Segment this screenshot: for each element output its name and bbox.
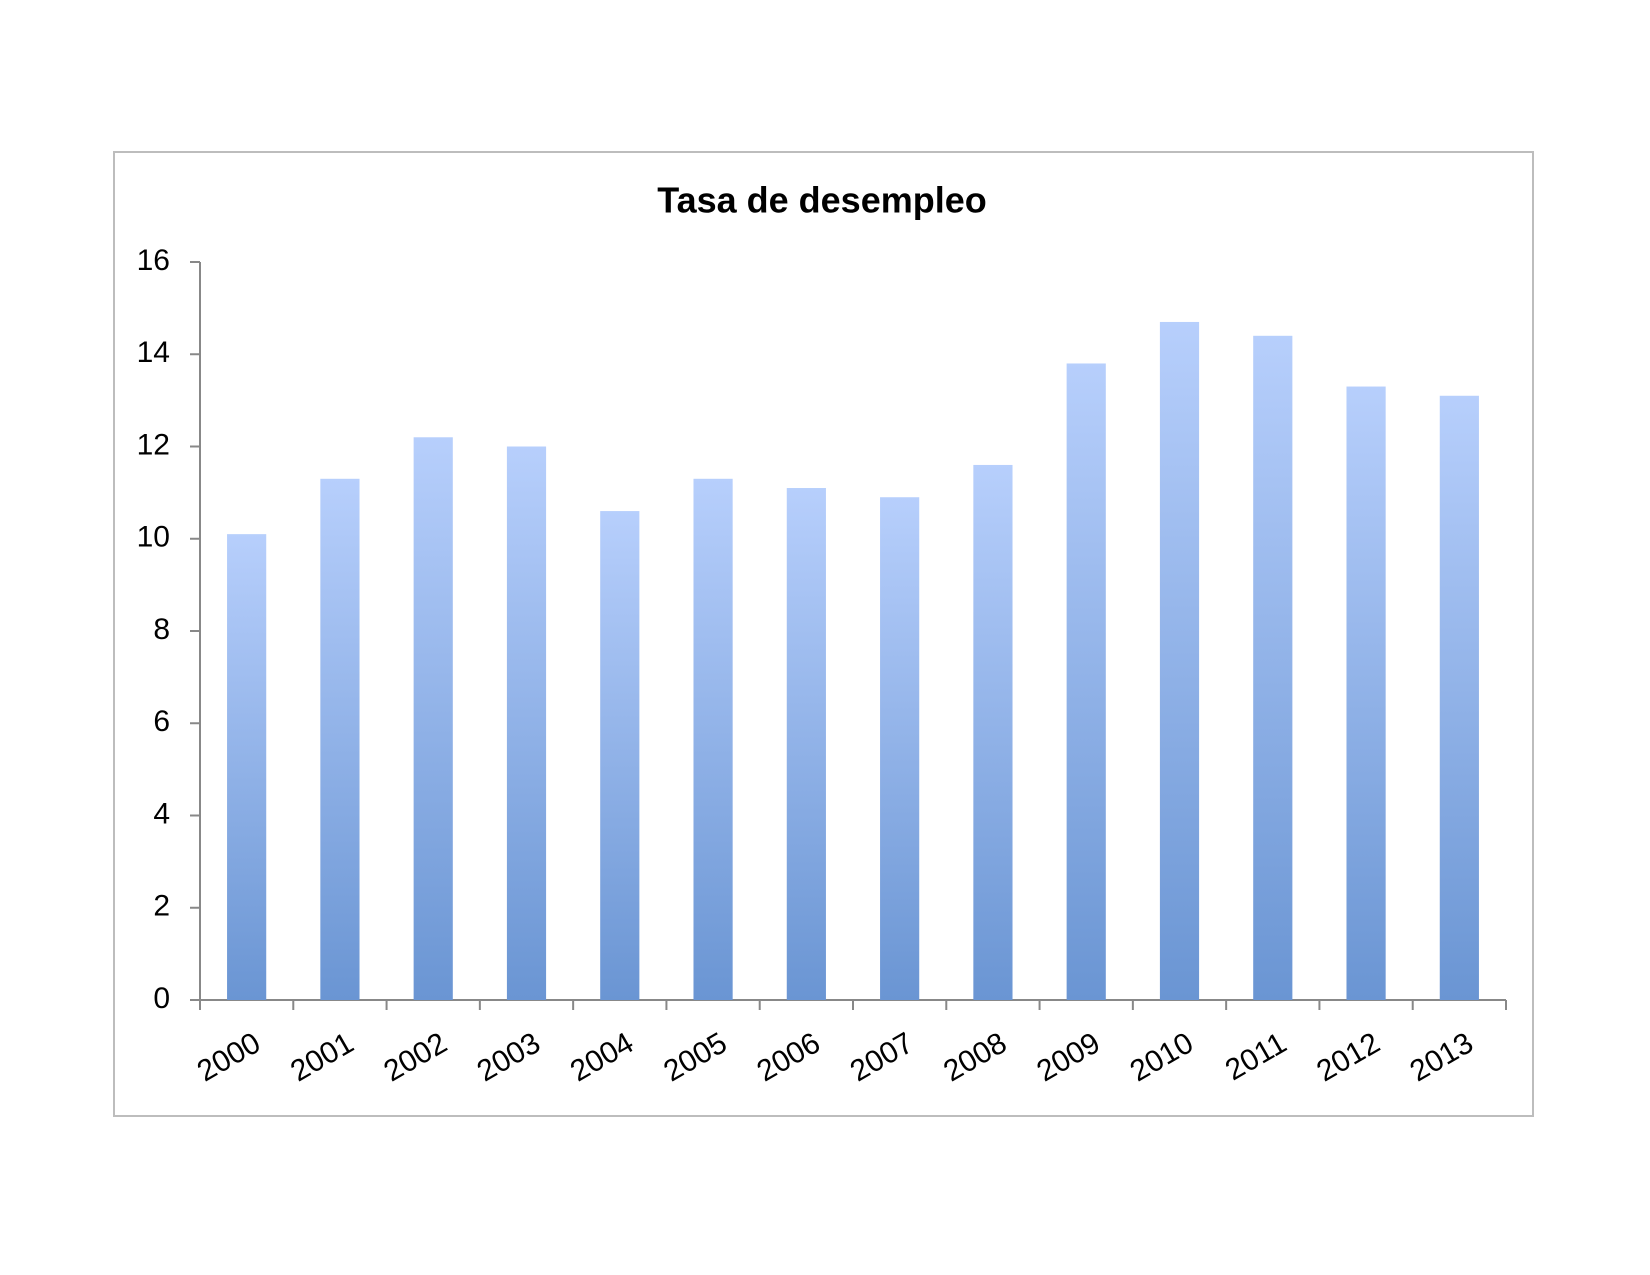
- chart-title: Tasa de desempleo: [657, 180, 986, 221]
- bar: [1066, 363, 1106, 1001]
- bar: [880, 497, 920, 1000]
- y-tick-label: 0: [153, 982, 170, 1015]
- bar: [600, 511, 640, 1000]
- bar: [1159, 321, 1200, 1000]
- bar: [693, 478, 733, 1001]
- y-tick-label: 14: [137, 336, 170, 369]
- bar: [1346, 386, 1386, 1001]
- bar: [413, 437, 453, 1000]
- y-tick-label: 2: [153, 890, 170, 923]
- bar: [320, 478, 360, 1001]
- bar: [1253, 335, 1293, 1000]
- bar: [973, 464, 1013, 1000]
- bar: [227, 534, 267, 1000]
- y-tick-label: 10: [137, 521, 170, 554]
- y-tick-label: 12: [137, 428, 170, 461]
- y-tick-label: 8: [153, 613, 170, 646]
- bar: [786, 488, 826, 1000]
- y-tick-label: 6: [153, 705, 170, 738]
- y-tick-label: 4: [153, 797, 170, 830]
- y-tick-label: 16: [137, 244, 170, 277]
- bar: [1439, 395, 1479, 1000]
- bar: [506, 446, 547, 1000]
